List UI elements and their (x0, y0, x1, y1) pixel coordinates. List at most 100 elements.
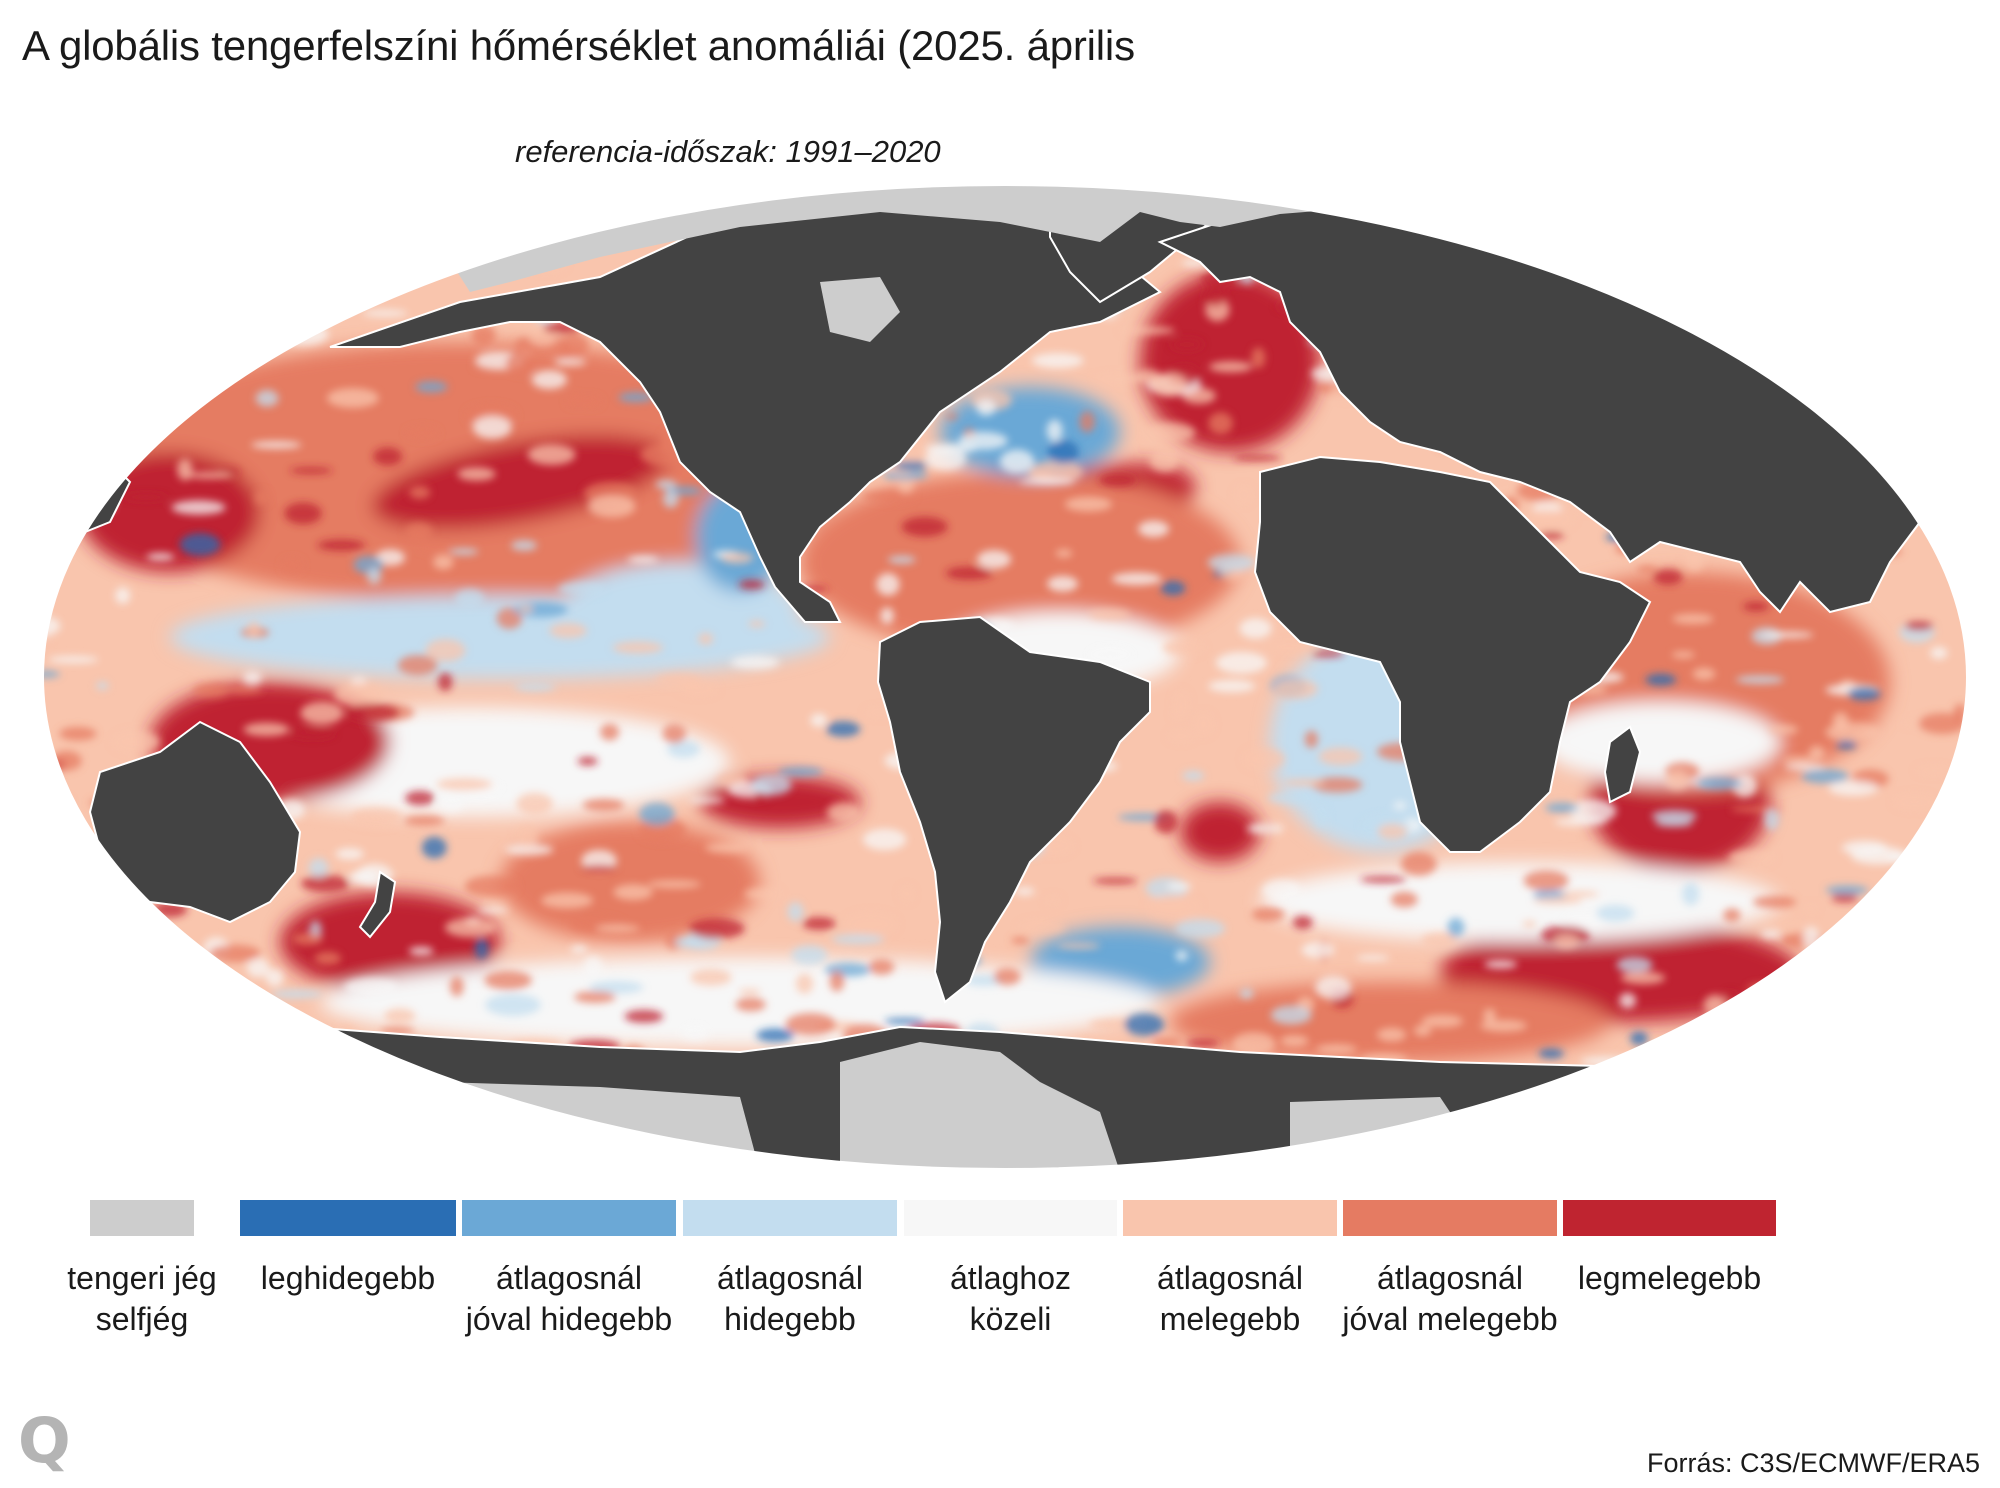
anomaly-speck (1146, 894, 1201, 919)
anomaly-speck (1092, 877, 1138, 885)
anomaly-speck (1421, 1014, 1464, 1028)
anomaly-speck (415, 381, 448, 393)
anomaly-speck (868, 959, 895, 975)
anomaly-speck (1143, 422, 1196, 443)
anomaly-speck (1879, 893, 1923, 909)
landmass-madagascar (1603, 725, 1642, 804)
anomaly-speck (1292, 915, 1313, 930)
anomaly-speck (326, 388, 379, 408)
anomaly-speck (577, 756, 598, 766)
anomaly-speck (255, 389, 279, 407)
anomaly-speck (1045, 896, 1061, 904)
anomaly-speck (662, 724, 687, 744)
anomaly-speck (192, 683, 231, 698)
anomaly-speck (1088, 608, 1130, 620)
anomaly-speck (566, 394, 584, 407)
anomaly-speck (1047, 440, 1079, 464)
anomaly-speck (1208, 412, 1233, 435)
anomaly-speck (1356, 954, 1390, 961)
anomaly-speck (802, 917, 836, 930)
anomaly-speck (1903, 449, 1919, 463)
anomaly-speck (1203, 287, 1227, 307)
anomaly-speck (738, 988, 761, 995)
anomaly-speck (627, 555, 659, 564)
anomaly-speck (785, 1013, 836, 1036)
anomaly-speck (553, 358, 587, 366)
anomaly-speck (1761, 631, 1814, 639)
anomaly-speck (52, 331, 94, 352)
anomaly-speck (1775, 920, 1805, 930)
anomaly-speck (185, 472, 232, 479)
anomaly-speck (48, 655, 99, 664)
anomaly-speck (449, 976, 464, 997)
anomaly-speck (243, 722, 290, 737)
anomaly-speck (485, 993, 541, 1016)
anomaly-speck (1834, 1045, 1865, 1059)
anomaly-speck (227, 685, 263, 694)
anomaly-speck (777, 766, 824, 777)
sst-anomaly-map (42, 184, 1968, 1170)
anomaly-speck (246, 957, 270, 978)
legend-label-4: átlaghoz közeli (950, 1260, 1071, 1337)
anomaly-speck (1232, 454, 1283, 462)
anomaly-speck (1393, 801, 1407, 810)
anomaly-speck (1243, 747, 1286, 771)
anomaly-speck (101, 302, 154, 326)
anomaly-speck (118, 415, 161, 422)
anomaly-speck (1124, 1013, 1165, 1036)
anomaly-speck (999, 449, 1035, 474)
anomaly-speck (384, 1008, 416, 1024)
anomaly-speck (1651, 809, 1698, 823)
map-outline (42, 184, 1968, 1170)
anomaly-speck (1316, 1044, 1357, 1054)
anomaly-speck (1916, 766, 1951, 775)
anomaly-speck (505, 844, 554, 856)
anomaly-speck (1522, 920, 1537, 928)
anomaly-speck (791, 945, 828, 965)
anomaly-speck (54, 383, 82, 392)
anomaly-speck (1545, 802, 1579, 813)
anomaly-speck (143, 264, 162, 280)
legend-swatch-7 (1563, 1200, 1776, 1236)
anomaly-speck (1239, 988, 1254, 999)
legend-label-7: legmelegebb (1577, 1260, 1762, 1296)
anomaly-speck (1861, 922, 1888, 931)
anomaly-speck (1760, 336, 1795, 349)
legend-label-5: átlagosnál melegebb (1157, 1260, 1303, 1337)
anomaly-speck (367, 567, 382, 585)
anomaly-speck (1186, 1039, 1220, 1048)
anomaly-speck (1099, 473, 1136, 487)
anomaly-speck (1569, 799, 1617, 823)
anomaly-speck (1684, 547, 1705, 572)
anomaly-speck (900, 886, 914, 902)
anomaly-speck (472, 415, 512, 439)
anomaly-speck (1926, 238, 1954, 257)
world-map (40, 182, 1970, 1172)
anomaly-speck (1267, 791, 1315, 805)
anomaly-speck (301, 874, 350, 893)
anomaly-speck (505, 352, 536, 375)
anomaly-speck (362, 309, 408, 317)
anomaly-speck (1086, 644, 1135, 665)
anomaly-speck (308, 858, 329, 878)
anomaly-speck (541, 892, 594, 909)
anomaly-speck (976, 550, 1012, 569)
anomaly-speck (112, 1016, 125, 1030)
anomaly-speck (1175, 950, 1188, 961)
anomaly-speck (144, 953, 159, 960)
anomaly-speck (444, 917, 497, 938)
anomaly-speck (1665, 770, 1689, 791)
anomaly-speck (1696, 777, 1742, 790)
anomaly-speck (265, 968, 284, 987)
anomaly-speck (1301, 941, 1335, 959)
anomaly-speck (96, 681, 109, 690)
anomaly-speck (862, 490, 915, 503)
legend-swatch-1 (240, 1200, 456, 1236)
anomaly-speck (156, 328, 200, 341)
anomaly-speck (474, 937, 489, 960)
anomaly-speck (436, 778, 493, 791)
anomaly-speck (1894, 972, 1917, 980)
anomaly-speck (1019, 478, 1075, 486)
anomaly-speck (1311, 650, 1345, 657)
anomaly-speck (56, 461, 108, 478)
